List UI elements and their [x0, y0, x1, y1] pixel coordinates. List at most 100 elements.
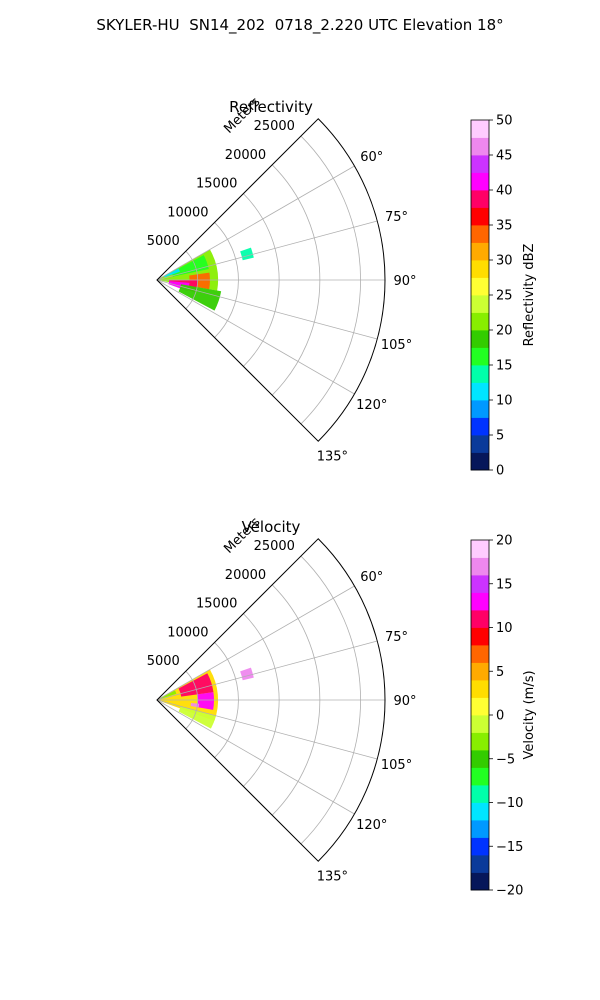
colorbar-segment [471, 785, 489, 803]
colorbar-tick-label: −20 [496, 884, 523, 899]
range-ring [300, 555, 361, 845]
azimuth-tick-label: 135° [317, 449, 348, 464]
colorbar-segment [471, 802, 489, 821]
colorbar-segment [471, 190, 489, 208]
colorbar-tick-label: 5 [496, 665, 504, 680]
colorbar-segment [471, 120, 489, 138]
colorbar-segment [471, 820, 489, 838]
azimuth-tick-label: 75° [385, 210, 408, 225]
range-ring [271, 164, 321, 396]
radial-tick-label: 20000 [225, 568, 266, 583]
echo-region [164, 268, 180, 278]
echo-region [178, 284, 222, 311]
azimuth-tick-label: 60° [360, 150, 383, 165]
colorbar-segment [471, 680, 489, 698]
range-ring [185, 670, 199, 730]
azimuth-gridline [156, 699, 378, 760]
colorbar-tick-label: 20 [496, 324, 513, 339]
sector-outline [156, 538, 386, 862]
colorbar: −20 −15 −10 −5 0 5 10 15 20 Velocity (m/s) [470, 534, 537, 899]
colorbar-segment [471, 627, 489, 646]
colorbar-label: Reflectivity dBZ [522, 244, 537, 347]
radial-tick-label: 20000 [225, 148, 266, 163]
azimuth-tick-label: 135° [317, 869, 348, 884]
colorbar-segment [471, 697, 489, 716]
range-ring [214, 642, 239, 758]
azimuth-tick-label: 105° [381, 758, 412, 773]
colorbar-tick-label: 25 [496, 289, 513, 304]
azimuth-tick-label: 75° [385, 630, 408, 645]
radar-panel-velocity: 500010000150002000025000Meters60°75°90°1… [147, 515, 537, 899]
radial-tick-label: 25000 [254, 119, 295, 134]
colorbar-tick-label: 35 [496, 219, 513, 234]
range-ring [300, 135, 361, 425]
echo-region [197, 692, 214, 710]
colorbar-segment [471, 277, 489, 296]
colorbar-segment [471, 260, 489, 278]
colorbar-segment [471, 452, 489, 471]
colorbar-segment [471, 312, 489, 331]
colorbar-tick-label: −10 [496, 796, 523, 811]
colorbar-tick-label: −15 [496, 840, 523, 855]
colorbar-segment [471, 715, 489, 733]
colorbar-segment [471, 592, 489, 611]
colorbar-segment [471, 767, 489, 786]
colorbar-label: Velocity (m/s) [522, 670, 537, 759]
range-ring [214, 222, 239, 338]
colorbar-segment [471, 242, 489, 261]
colorbar-tick-label: 15 [496, 359, 513, 374]
colorbar-segment [471, 872, 489, 891]
colorbar-tick-label: −5 [496, 752, 515, 767]
colorbar-segment [471, 855, 489, 873]
colorbar-segment [471, 540, 489, 558]
azimuth-tick-label: 120° [356, 818, 387, 833]
colorbar-tick-label: 10 [496, 621, 513, 636]
azimuth-tick-label: 105° [381, 338, 412, 353]
azimuth-gridline [156, 279, 378, 340]
colorbar-segment [471, 365, 489, 383]
range-ring [243, 193, 280, 367]
colorbar-tick-label: 45 [496, 149, 513, 164]
colorbar-segment [471, 610, 489, 628]
colorbar-segment [471, 837, 489, 856]
echo-region [240, 247, 254, 261]
azimuth-tick-label: 120° [356, 398, 387, 413]
colorbar-segment [471, 662, 489, 681]
colorbar-segment [471, 295, 489, 313]
colorbar-tick-label: 5 [496, 429, 504, 444]
radial-tick-label: 25000 [254, 539, 295, 554]
radial-tick-label: 10000 [167, 205, 208, 220]
range-ring [271, 584, 321, 816]
figure-suptitle: SKYLER-HU SN14_202 0718_2.220 UTC Elevat… [96, 16, 504, 34]
colorbar-segment [471, 750, 489, 768]
radial-tick-label: 15000 [196, 177, 237, 192]
colorbar-segment [471, 347, 489, 366]
radial-tick-label: 15000 [196, 597, 237, 612]
colorbar-tick-label: 10 [496, 394, 513, 409]
colorbar-segment [471, 645, 489, 663]
azimuth-gridline [156, 165, 355, 281]
panel-title: Velocity [242, 518, 301, 536]
colorbar-segment [471, 207, 489, 226]
colorbar-tick-label: 20 [496, 534, 513, 549]
colorbar-segment [471, 382, 489, 401]
echo-region [160, 690, 177, 699]
colorbar-tick-label: 0 [496, 464, 504, 479]
echo-region [240, 667, 254, 681]
colorbar-tick-label: 50 [496, 114, 513, 129]
colorbar-segment [471, 435, 489, 453]
azimuth-gridline [156, 699, 355, 815]
colorbar-segment [471, 172, 489, 191]
azimuth-gridline [156, 220, 378, 281]
colorbar-segment [471, 417, 489, 436]
azimuth-gridline [156, 640, 378, 701]
colorbar: 0 5 10 15 20 25 30 35 40 45 50 Reflectivity dBZ [470, 114, 537, 479]
echo-region [178, 673, 214, 697]
azimuth-tick-label: 90° [393, 694, 416, 709]
colorbar-segment [471, 400, 489, 418]
azimuth-gridline [156, 585, 355, 701]
azimuth-tick-label: 90° [393, 274, 416, 289]
colorbar-tick-label: 15 [496, 577, 513, 592]
colorbar-segment [471, 330, 489, 348]
colorbar-segment [471, 155, 489, 173]
